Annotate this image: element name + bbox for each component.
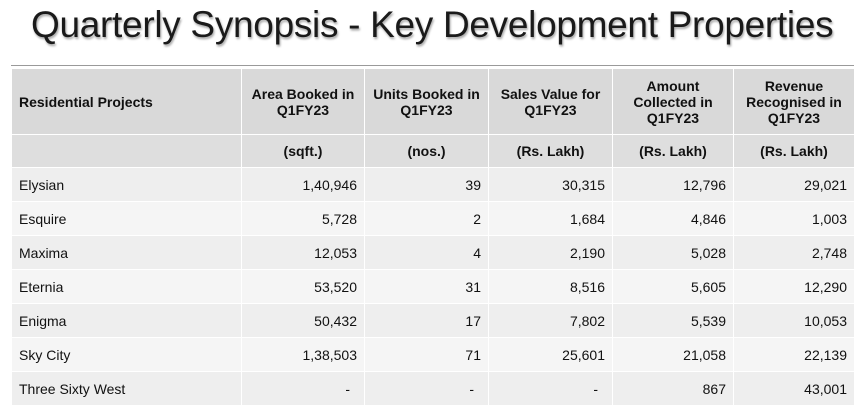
project-name: Eternia	[11, 269, 242, 304]
area-booked-cell: 50,432	[241, 303, 365, 338]
table-row: Enigma 50,432 17 7,802 5,539 10,053	[11, 303, 855, 338]
header-revenue-recognised: Revenue Recognised in Q1FY23	[733, 68, 855, 135]
synopsis-table: Residential Projects Area Booked in Q1FY…	[11, 68, 855, 406]
units-booked-cell: -	[364, 371, 489, 406]
area-booked-cell: 12,053	[241, 235, 365, 270]
sales-value-cell: 7,802	[488, 303, 613, 338]
table-row: Sky City 1,38,503 71 25,601 21,058 22,13…	[11, 337, 855, 372]
area-booked-cell: 1,40,946	[241, 167, 365, 202]
revenue-recognised-cell: 1,003	[733, 201, 855, 236]
project-name: Maxima	[11, 235, 242, 270]
revenue-recognised-cell: 12,290	[733, 269, 855, 304]
units-row: (sqft.) (nos.) (Rs. Lakh) (Rs. Lakh) (Rs…	[11, 134, 855, 168]
sales-value-cell: 2,190	[488, 235, 613, 270]
amount-collected-cell: 12,796	[612, 167, 734, 202]
sales-value-cell: -	[488, 371, 613, 406]
units-booked-cell: 17	[364, 303, 489, 338]
amount-collected-cell: 21,058	[612, 337, 734, 372]
header-row: Residential Projects Area Booked in Q1FY…	[11, 68, 855, 135]
amount-collected-cell: 5,028	[612, 235, 734, 270]
revenue-recognised-cell: 22,139	[733, 337, 855, 372]
unit-cell: (Rs. Lakh)	[612, 134, 734, 168]
unit-cell: (Rs. Lakh)	[733, 134, 855, 168]
project-name: Three Sixty West	[11, 371, 242, 406]
revenue-recognised-cell: 29,021	[733, 167, 855, 202]
units-booked-cell: 2	[364, 201, 489, 236]
table-row: Eternia 53,520 31 8,516 5,605 12,290	[11, 269, 855, 304]
area-booked-cell: 53,520	[241, 269, 365, 304]
area-booked-cell: -	[241, 371, 365, 406]
amount-collected-cell: 5,539	[612, 303, 734, 338]
header-units-booked: Units Booked in Q1FY23	[364, 68, 489, 135]
units-booked-cell: 4	[364, 235, 489, 270]
header-sales-value: Sales Value for Q1FY23	[488, 68, 613, 135]
project-name: Enigma	[11, 303, 242, 338]
table-row: Maxima 12,053 4 2,190 5,028 2,748	[11, 235, 855, 270]
units-booked-cell: 39	[364, 167, 489, 202]
table-row: Elysian 1,40,946 39 30,315 12,796 29,021	[11, 167, 855, 202]
sales-value-cell: 30,315	[488, 167, 613, 202]
amount-collected-cell: 4,846	[612, 201, 734, 236]
units-booked-cell: 71	[364, 337, 489, 372]
unit-cell: (Rs. Lakh)	[488, 134, 613, 168]
amount-collected-cell: 867	[612, 371, 734, 406]
revenue-recognised-cell: 10,053	[733, 303, 855, 338]
header-amount-collected: Amount Collected in Q1FY23	[612, 68, 734, 135]
page-title: Quarterly Synopsis - Key Development Pro…	[31, 4, 834, 45]
sales-value-cell: 25,601	[488, 337, 613, 372]
units-booked-cell: 31	[364, 269, 489, 304]
project-name: Sky City	[11, 337, 242, 372]
unit-cell: (sqft.)	[241, 134, 365, 168]
sales-value-cell: 1,684	[488, 201, 613, 236]
sales-value-cell: 8,516	[488, 269, 613, 304]
header-area-booked: Area Booked in Q1FY23	[241, 68, 365, 135]
amount-collected-cell: 5,605	[612, 269, 734, 304]
revenue-recognised-cell: 2,748	[733, 235, 855, 270]
area-booked-cell: 5,728	[241, 201, 365, 236]
project-name: Esquire	[11, 201, 242, 236]
project-name: Elysian	[11, 167, 242, 202]
table-row: Esquire 5,728 2 1,684 4,846 1,003	[11, 201, 855, 236]
area-booked-cell: 1,38,503	[241, 337, 365, 372]
table-row: Three Sixty West - - - 867 43,001	[11, 371, 855, 406]
header-residential-projects: Residential Projects	[11, 68, 242, 135]
unit-cell: (nos.)	[364, 134, 489, 168]
revenue-recognised-cell: 43,001	[733, 371, 855, 406]
title-divider	[11, 65, 854, 66]
unit-cell	[11, 134, 242, 168]
